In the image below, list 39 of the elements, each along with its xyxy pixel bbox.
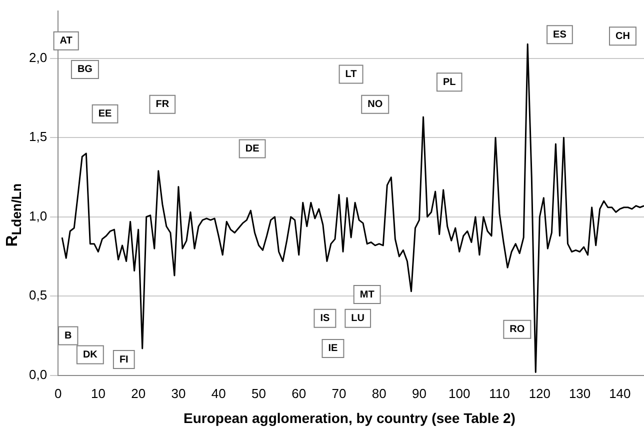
x-tick-label: 120 — [528, 386, 551, 401]
x-tick-label: 50 — [252, 386, 266, 401]
annotation: DK — [82, 350, 98, 361]
x-tick-label: 90 — [412, 386, 426, 401]
annotation: PL — [442, 76, 456, 88]
annotation: EE — [98, 108, 112, 120]
x-tick-label: 30 — [171, 386, 186, 401]
annotation: FI — [119, 354, 129, 366]
y-tick-label: 0,0 — [28, 366, 48, 382]
annotation: DE — [245, 143, 260, 154]
x-tick-label: 110 — [489, 386, 510, 401]
x-tick-label: 0 — [54, 386, 62, 401]
x-tick-label: 60 — [292, 386, 306, 401]
annotation: BG — [77, 64, 93, 76]
annotation: IS — [320, 313, 330, 324]
annotation: ES — [553, 29, 567, 40]
x-tick-label: 80 — [372, 386, 386, 401]
annotation: IE — [328, 343, 338, 354]
annotation: FR — [156, 99, 170, 110]
y-tick-label: 1,5 — [28, 129, 48, 144]
x-tick-label: 130 — [568, 386, 591, 401]
annotation: LU — [351, 313, 365, 324]
x-tick-label: 20 — [131, 386, 146, 401]
y-tick-label: 2,0 — [28, 50, 48, 65]
annotation: CH — [616, 30, 630, 42]
x-axis-title: European agglomeration, by country (see Table 2) — [182, 410, 516, 426]
annotation: LT — [345, 68, 357, 80]
x-tick-label: 100 — [448, 386, 470, 401]
annotation: MT — [360, 289, 374, 300]
annotation: RO — [510, 324, 525, 336]
x-tick-label: 140 — [609, 386, 631, 401]
annotation: B — [64, 330, 72, 342]
annotation: AT — [60, 36, 72, 47]
x-tick-label: 10 — [90, 386, 106, 401]
x-tick-label: 40 — [211, 386, 226, 401]
x-tick-label: 70 — [332, 386, 346, 401]
annotation: NO — [368, 99, 383, 110]
y-tick-label: 1,0 — [28, 208, 48, 224]
y-tick-label: 0,5 — [28, 288, 48, 303]
